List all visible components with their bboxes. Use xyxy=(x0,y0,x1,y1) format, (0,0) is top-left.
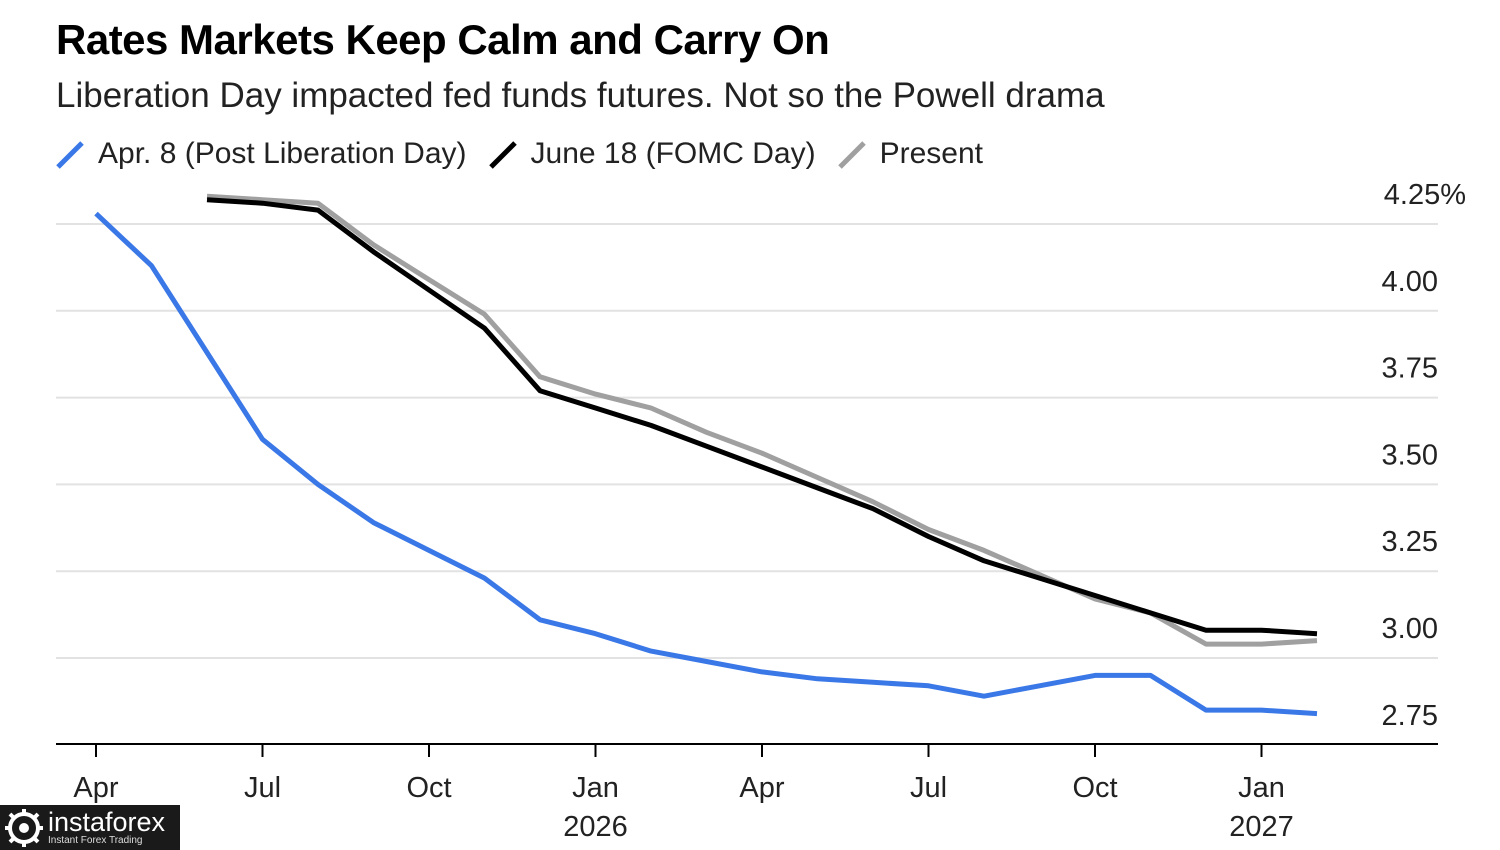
chart-subtitle: Liberation Day impacted fed funds future… xyxy=(56,76,1105,115)
legend: Apr. 8 (Post Liberation Day) June 18 (FO… xyxy=(56,134,983,174)
watermark: instaforex Instant Forex Trading xyxy=(0,805,180,850)
legend-label-june18: June 18 (FOMC Day) xyxy=(530,137,816,170)
chart-title: Rates Markets Keep Calm and Carry On xyxy=(56,16,830,63)
legend-swatch-june18 xyxy=(488,141,517,169)
legend-item-present: Present xyxy=(837,137,983,171)
x-tick-label: Jul xyxy=(910,772,947,804)
y-tick-label: 3.50 xyxy=(1382,439,1438,471)
series-line-apr8 xyxy=(94,211,1318,717)
x-tick-label: Jul xyxy=(244,772,281,804)
x-tick-label: Oct xyxy=(1072,772,1117,804)
y-tick-label: 3.75 xyxy=(1382,353,1438,385)
legend-swatch-apr8 xyxy=(56,141,84,169)
y-tick-label: 4.00 xyxy=(1382,266,1438,298)
x-tick-label: Apr xyxy=(739,772,784,804)
x-tick-year-label: 2027 xyxy=(1229,811,1294,843)
legend-label-apr8: Apr. 8 (Post Liberation Day) xyxy=(98,137,467,170)
x-tick-label: Jan xyxy=(572,772,619,804)
y-tick-label: 2.75 xyxy=(1382,700,1438,732)
legend-item-june18: June 18 (FOMC Day) xyxy=(488,137,816,171)
legend-item-apr8: Apr. 8 (Post Liberation Day) xyxy=(56,137,467,171)
x-tick-label: Apr xyxy=(73,772,118,804)
series-line-june18 xyxy=(206,197,1318,637)
y-tick-label: 3.00 xyxy=(1382,613,1438,645)
legend-swatch-present xyxy=(837,141,866,169)
watermark-tagline: Instant Forex Trading xyxy=(48,834,143,846)
instaforex-logo-icon xyxy=(5,808,43,847)
x-tick-label: Jan xyxy=(1238,772,1285,804)
y-tick-label: 3.25 xyxy=(1382,526,1438,558)
x-tick-label: Oct xyxy=(406,772,451,804)
x-tick-year-label: 2026 xyxy=(563,811,628,843)
legend-label-present: Present xyxy=(879,137,983,170)
series-line-present xyxy=(206,193,1318,647)
y-tick-label: 4.25% xyxy=(1384,179,1466,211)
watermark-name: instaforex xyxy=(48,806,166,837)
